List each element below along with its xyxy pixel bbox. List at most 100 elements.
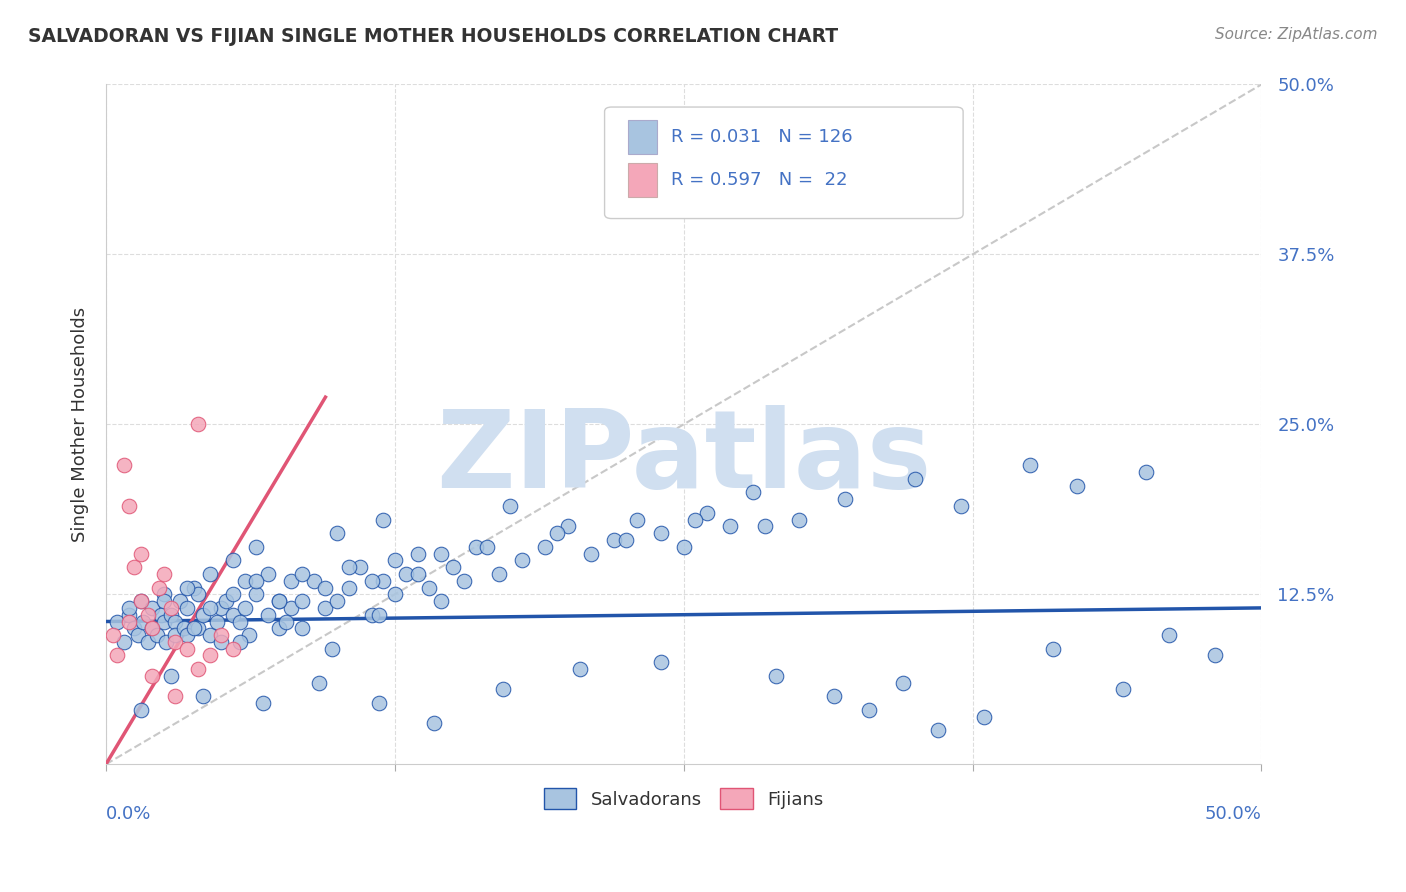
Point — [155, 635, 177, 649]
Point — [211, 635, 233, 649]
Point — [118, 499, 141, 513]
Point — [603, 533, 626, 547]
Point — [973, 709, 995, 723]
Point — [927, 723, 949, 738]
Point — [233, 601, 256, 615]
Point — [176, 601, 198, 615]
Point — [136, 607, 159, 622]
Point — [718, 519, 741, 533]
Text: 0.0%: 0.0% — [105, 805, 152, 823]
Point — [152, 566, 174, 581]
Text: 50.0%: 50.0% — [1205, 805, 1261, 823]
Point — [321, 641, 343, 656]
Point — [949, 499, 972, 513]
Point — [614, 533, 637, 547]
Point — [198, 566, 221, 581]
Point — [834, 492, 856, 507]
Point — [1135, 465, 1157, 479]
Text: SALVADORAN VS FIJIAN SINGLE MOTHER HOUSEHOLDS CORRELATION CHART: SALVADORAN VS FIJIAN SINGLE MOTHER HOUSE… — [28, 27, 838, 45]
Point — [464, 540, 486, 554]
Point — [222, 607, 245, 622]
Point — [191, 690, 214, 704]
Point — [152, 587, 174, 601]
Point — [395, 566, 418, 581]
Point — [280, 574, 302, 588]
Point — [276, 615, 298, 629]
Point — [626, 512, 648, 526]
Point — [337, 581, 360, 595]
Point — [238, 628, 260, 642]
Point — [291, 566, 314, 581]
Point — [229, 615, 252, 629]
Point — [1157, 628, 1180, 642]
Point — [101, 628, 124, 642]
Point — [122, 621, 145, 635]
Point — [127, 628, 149, 642]
Point — [141, 621, 163, 635]
Point — [269, 621, 291, 635]
Point — [384, 587, 406, 601]
Point — [349, 560, 371, 574]
Point — [159, 607, 181, 622]
Text: R = 0.597   N =  22: R = 0.597 N = 22 — [671, 171, 848, 189]
Point — [205, 615, 228, 629]
Point — [579, 547, 602, 561]
Point — [696, 506, 718, 520]
Point — [183, 581, 205, 595]
Point — [406, 547, 429, 561]
Point — [211, 628, 233, 642]
Point — [159, 669, 181, 683]
Point — [510, 553, 533, 567]
Point — [245, 574, 267, 588]
Point — [187, 662, 209, 676]
Point — [1066, 478, 1088, 492]
Point — [360, 607, 382, 622]
Point — [141, 601, 163, 615]
Point — [787, 512, 810, 526]
Point — [129, 594, 152, 608]
Point — [122, 560, 145, 574]
Point — [904, 472, 927, 486]
Point — [314, 581, 336, 595]
Point — [165, 615, 187, 629]
Point — [112, 458, 135, 472]
Point — [245, 540, 267, 554]
Point — [191, 607, 214, 622]
Point — [742, 485, 765, 500]
Point — [152, 615, 174, 629]
Point — [546, 526, 568, 541]
Point — [176, 628, 198, 642]
Point — [187, 621, 209, 635]
Point — [233, 574, 256, 588]
Point — [367, 696, 389, 710]
Point — [326, 594, 349, 608]
Point — [165, 628, 187, 642]
Point — [650, 655, 672, 669]
Point — [302, 574, 325, 588]
Point — [198, 648, 221, 663]
Point — [280, 601, 302, 615]
Point — [765, 669, 787, 683]
Point — [430, 594, 453, 608]
Point — [187, 417, 209, 432]
Point — [367, 607, 389, 622]
Point — [141, 669, 163, 683]
Point — [165, 635, 187, 649]
Point — [173, 621, 195, 635]
Point — [222, 587, 245, 601]
Point — [145, 628, 167, 642]
Point — [107, 648, 129, 663]
Point — [891, 675, 914, 690]
Point — [418, 581, 440, 595]
Point — [326, 526, 349, 541]
Text: ZIPatlas: ZIPatlas — [436, 405, 931, 511]
Point — [176, 641, 198, 656]
Point — [360, 574, 382, 588]
Point — [269, 594, 291, 608]
Point — [198, 628, 221, 642]
Point — [406, 566, 429, 581]
Point — [441, 560, 464, 574]
Point — [373, 574, 395, 588]
Point — [1112, 682, 1135, 697]
Point — [1042, 641, 1064, 656]
